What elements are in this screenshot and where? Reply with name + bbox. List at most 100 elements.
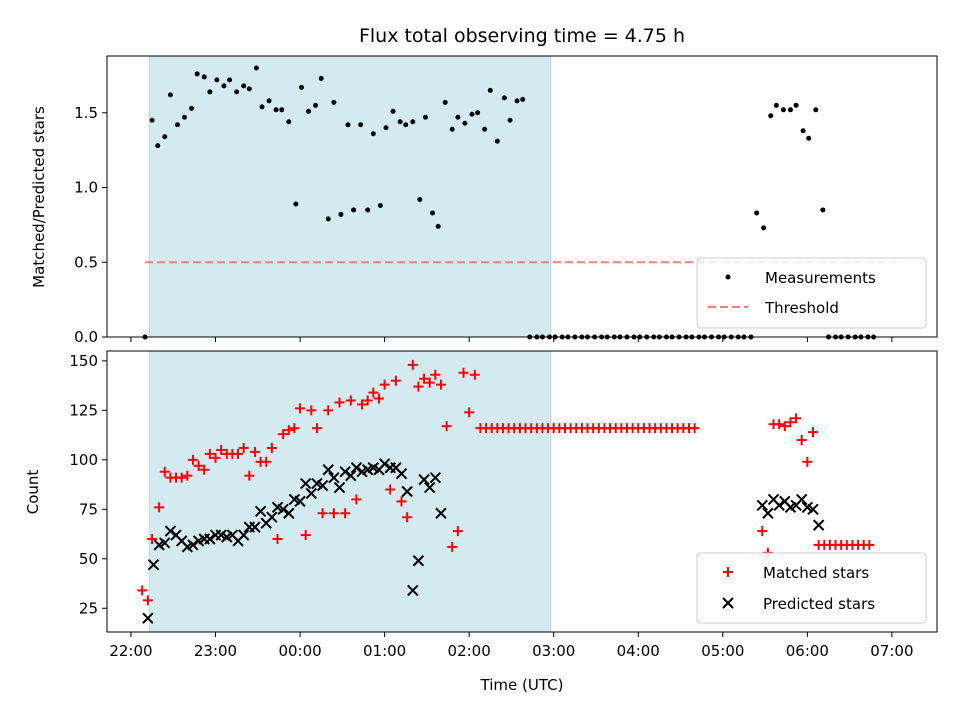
- measurement-point: [313, 102, 319, 108]
- measurement-point: [813, 107, 819, 113]
- top-x-ticks: [130, 337, 893, 342]
- legend-matched-marker: [723, 567, 733, 577]
- bottom-y-axis-label: Count: [24, 470, 42, 515]
- predicted-point: [283, 507, 295, 519]
- measurement-point: [182, 114, 188, 120]
- marker-stroke: [170, 529, 182, 541]
- matched-point: [419, 373, 430, 384]
- matched-point: [458, 367, 469, 378]
- predicted-point: [378, 458, 391, 470]
- predicted-point: [316, 479, 329, 492]
- predicted-point: [299, 477, 312, 490]
- predicted-point: [401, 485, 413, 498]
- matched-point: [300, 530, 311, 541]
- matched-point: [452, 526, 463, 537]
- measurement-point: [410, 119, 416, 125]
- marker-stroke: [418, 473, 430, 486]
- matched-point: [193, 460, 204, 471]
- marker-stroke: [378, 458, 391, 470]
- predicted-point: [339, 466, 351, 478]
- matched-point: [357, 399, 368, 410]
- matched-point: [689, 423, 700, 434]
- matched-point: [785, 417, 796, 428]
- matched-point: [244, 470, 255, 481]
- marker-stroke: [249, 521, 261, 533]
- marker-stroke: [266, 511, 278, 523]
- matched-point: [441, 421, 452, 432]
- predicted-stars-points: [142, 458, 825, 624]
- measurement-point: [365, 207, 371, 213]
- matched-point: [266, 442, 277, 453]
- predicted-point: [159, 537, 171, 549]
- matched-point: [407, 359, 418, 370]
- measurement-point: [338, 211, 344, 217]
- measurement-point: [273, 107, 279, 113]
- predicted-point: [254, 505, 267, 517]
- measurement-point: [417, 196, 423, 202]
- matched-point: [430, 369, 441, 380]
- measurement-point: [507, 117, 513, 123]
- matched-point: [351, 494, 362, 505]
- matched-point: [147, 533, 158, 544]
- x-tick-label: 07:00: [870, 642, 913, 660]
- marker-stroke: [339, 466, 351, 478]
- predicted-point: [418, 473, 430, 486]
- predicted-point: [305, 487, 318, 500]
- measurement-point: [787, 107, 793, 113]
- matched-point: [796, 435, 807, 446]
- measurement-point: [246, 86, 252, 92]
- matched-point: [447, 541, 458, 552]
- predicted-point: [294, 495, 306, 508]
- top-axes-frame: [106, 55, 938, 338]
- bottom-x-ticks: 22:00 23:00 00:00 01:00 02:00 03:00 04:00 05:00…: [109, 632, 914, 660]
- predicted-point: [322, 464, 334, 476]
- measurement-point: [207, 89, 213, 95]
- legend-cross: [722, 597, 734, 609]
- matched-point: [137, 585, 148, 596]
- predicted-point: [423, 481, 436, 494]
- x-tick-label: 04:00: [617, 642, 660, 660]
- matched-point: [159, 466, 170, 477]
- matched-point: [334, 397, 345, 408]
- measurement-point: [201, 74, 207, 80]
- marker-stroke: [722, 597, 734, 609]
- legend-measurements-marker: [725, 274, 731, 280]
- predicted-point: [407, 584, 419, 597]
- marker-stroke: [395, 467, 408, 480]
- legend-threshold-label: Threshold: [764, 299, 839, 317]
- y-tick-label: 1.0: [74, 179, 98, 197]
- matched-point: [373, 393, 384, 404]
- measurement-point: [259, 104, 265, 110]
- marker-stroke: [322, 464, 334, 476]
- matched-point: [289, 423, 300, 434]
- measurement-point: [266, 98, 272, 104]
- predicted-point: [412, 555, 425, 567]
- bottom-legend: Matched stars Predicted stars: [696, 552, 927, 624]
- marker-stroke: [283, 507, 295, 519]
- y-tick-label: 0.5: [74, 253, 98, 271]
- x-tick-label: 02:00: [448, 642, 491, 660]
- predicted-point: [142, 612, 154, 624]
- marker-stroke: [401, 485, 413, 498]
- marker-stroke: [159, 537, 171, 549]
- matched-point: [261, 456, 272, 467]
- predicted-point: [187, 539, 199, 551]
- matched-point: [154, 502, 165, 513]
- marker-stroke: [294, 495, 306, 508]
- y-tick-label: 25: [79, 599, 98, 617]
- marker-stroke: [423, 481, 436, 494]
- measurement-point: [234, 89, 240, 95]
- y-tick-label: 1.5: [74, 104, 98, 122]
- matched-point: [791, 413, 802, 424]
- measurement-point: [253, 65, 259, 71]
- predicted-point: [350, 462, 363, 474]
- y-tick-label: 0.0: [74, 328, 98, 346]
- top-y-axis-label: Matched/Predicted stars: [30, 106, 48, 288]
- marker-stroke: [333, 481, 346, 494]
- predicted-point: [395, 467, 408, 480]
- marker-stroke: [311, 477, 323, 490]
- measurement-point: [780, 107, 786, 113]
- measurement-point: [189, 105, 195, 111]
- marker-stroke: [435, 507, 447, 519]
- marker-stroke: [779, 495, 791, 508]
